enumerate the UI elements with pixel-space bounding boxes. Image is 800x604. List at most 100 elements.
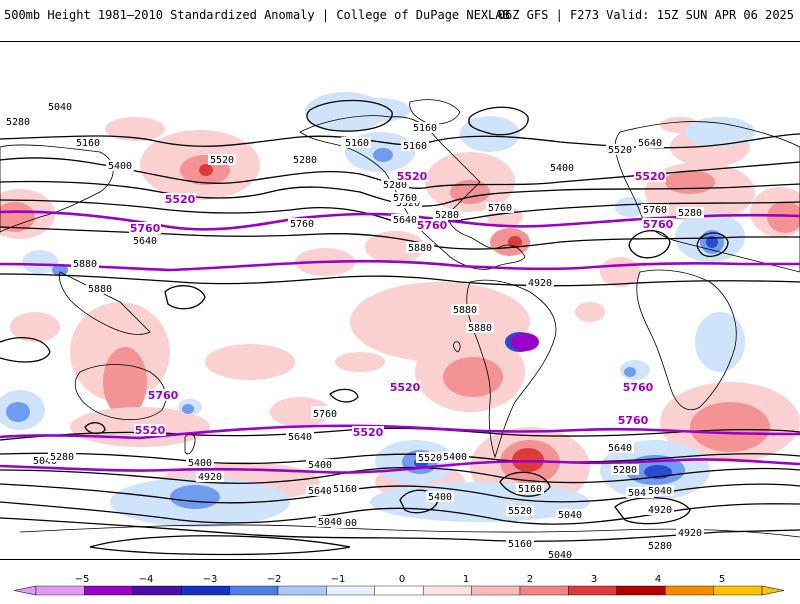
contour-label: 5880 xyxy=(73,259,97,270)
positive-anomaly-area xyxy=(270,397,330,427)
map-canvas: 5040528051605400552052805400516052805520… xyxy=(0,92,800,559)
contour-label-bg xyxy=(131,235,159,246)
colorbar-bin xyxy=(665,585,714,596)
contour-label-bg xyxy=(606,442,634,453)
colorbar-bin xyxy=(326,585,375,596)
contour-label-bg xyxy=(411,122,439,133)
contour-label: 5280 xyxy=(293,155,317,166)
highlight-contour-label: 5760 xyxy=(417,219,448,232)
coastline xyxy=(0,144,114,233)
contour-label: 5040 xyxy=(33,456,57,467)
contour-label: 5160 xyxy=(403,141,427,152)
colorbar-tick-label: −3 xyxy=(203,574,218,585)
contour-label-bg xyxy=(291,154,319,165)
contour-label-bg xyxy=(391,214,419,225)
highlight-label-bg xyxy=(622,381,654,393)
contour-label-bg xyxy=(416,452,444,463)
colorbar-bin xyxy=(471,585,521,596)
contour-label-bg xyxy=(86,283,114,294)
contour-label-bg xyxy=(556,509,584,520)
contour-label: 5640 xyxy=(308,486,332,497)
contour-label: 5880 xyxy=(468,323,492,334)
highlight-label-bg xyxy=(634,170,666,182)
highlight-contour-label: 5520 xyxy=(397,170,428,183)
contour-labels: 5040528051605400552052805400516052805520… xyxy=(4,101,704,559)
contour-label-bg xyxy=(31,455,59,466)
negative-anomaly-area xyxy=(373,148,393,162)
colorbar-tick-label: 1 xyxy=(463,574,469,585)
height-contour xyxy=(164,285,206,310)
contour-label: 5880 xyxy=(88,284,112,295)
contour-label: 5160 xyxy=(518,484,542,495)
negative-anomaly-area xyxy=(350,98,410,122)
contour-label-bg xyxy=(516,483,544,494)
contour-label-bg xyxy=(646,540,674,551)
negative-anomaly-area xyxy=(706,236,718,248)
height-contour xyxy=(628,230,671,259)
coastline xyxy=(59,271,151,335)
height-contour xyxy=(0,199,800,225)
highlight-label-bg xyxy=(416,219,448,231)
colorbar-tick-label: −4 xyxy=(139,574,154,585)
contour-label-bg xyxy=(74,137,102,148)
contour-label: 5880 xyxy=(453,305,477,316)
colorbar-bin xyxy=(374,585,424,596)
contour-label: 5160 xyxy=(508,539,532,550)
highlight-label-bg xyxy=(147,389,179,401)
colorbar-tick-label: 5 xyxy=(719,574,725,585)
positive-anomaly-area xyxy=(355,295,405,339)
contour-label-bg xyxy=(381,179,409,190)
contour-label: 4920 xyxy=(678,528,702,539)
contour-label: 5160 xyxy=(333,484,357,495)
colorbar-bin xyxy=(568,585,618,596)
contour-label: 5040 xyxy=(558,510,582,521)
contour-label-bg xyxy=(4,116,32,127)
negative-anomaly-area xyxy=(695,312,745,372)
colorbar-max-arrow xyxy=(761,585,785,596)
contour-label-bg xyxy=(433,209,461,220)
contour-label: 5400 xyxy=(108,161,132,172)
contour-label: 5280 xyxy=(678,208,702,219)
height-contour xyxy=(0,337,51,363)
height-contour xyxy=(0,466,800,484)
contour-label: 4920 xyxy=(528,278,552,289)
highlight-label-bg xyxy=(134,424,166,436)
colorbar-bin xyxy=(423,585,472,596)
contour-label-bg xyxy=(106,160,134,171)
contour-label: 5520 xyxy=(210,155,234,166)
colorbar-bin xyxy=(616,585,666,596)
contour-label-bg xyxy=(196,471,224,482)
negative-anomaly-area xyxy=(685,117,755,147)
positive-anomaly-area xyxy=(575,302,605,322)
colorbar-bin xyxy=(229,585,279,596)
colorbar-min-arrow xyxy=(13,585,37,596)
contour-label: 5760 xyxy=(488,203,512,214)
height-contour xyxy=(84,422,106,435)
colorbar: −5 −4 −3 −2 −1 0 1 2 3 4 5 xyxy=(0,560,800,600)
contour-label-bg xyxy=(391,192,419,203)
contour-label-bg xyxy=(646,504,674,515)
height-contour xyxy=(306,99,393,132)
contour-label: 5640 xyxy=(638,138,662,149)
positive-anomaly-area xyxy=(508,236,522,248)
contour-label: 5400 xyxy=(188,458,212,469)
highlight-label-bg xyxy=(396,170,428,182)
coastline xyxy=(453,341,461,353)
highlight-label-bg xyxy=(352,426,384,438)
contour-label: 5880 xyxy=(408,243,432,254)
contour-label-bg xyxy=(546,549,574,559)
contour-label-bg xyxy=(506,538,534,549)
negative-anomaly-area xyxy=(52,264,68,276)
contour-label: 5400 xyxy=(428,492,452,503)
height-contour xyxy=(89,535,351,556)
highlight-contour xyxy=(0,424,800,440)
negative-anomaly-area xyxy=(170,485,220,509)
contour-label-bg xyxy=(676,207,704,218)
contour-label-bg xyxy=(451,304,479,315)
positive-anomaly-area xyxy=(205,344,295,380)
contour-label-bg xyxy=(466,322,494,333)
colorbar-bin xyxy=(277,585,327,596)
highlight-label-bg xyxy=(642,218,674,230)
contour-label-bg xyxy=(676,527,704,538)
contour-label: 5040 xyxy=(48,102,72,113)
